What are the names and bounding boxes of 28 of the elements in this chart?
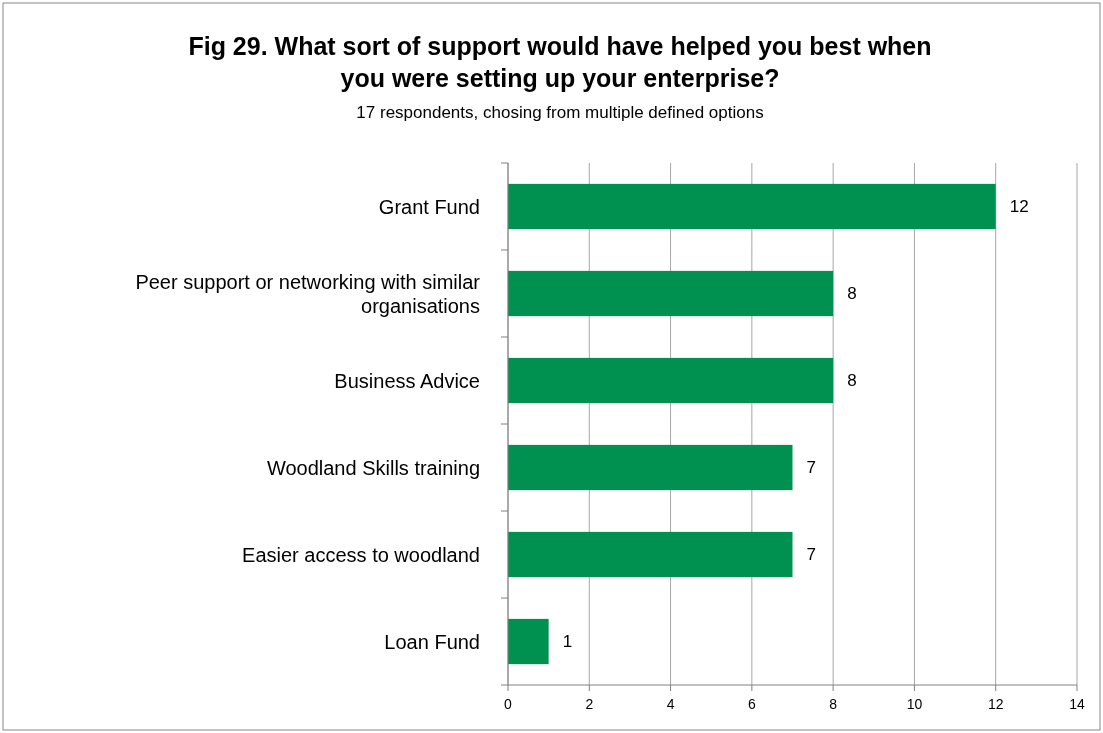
data-label: 8: [847, 371, 857, 391]
x-tick-label: 2: [585, 696, 594, 712]
data-label: 7: [806, 545, 816, 565]
data-label: 12: [1009, 197, 1029, 217]
bar: [508, 183, 996, 230]
y-tick-label: Business Advice: [334, 369, 480, 392]
bar: [508, 270, 834, 317]
x-tick-label: 12: [987, 696, 1004, 712]
y-tick-label: Easier access to woodland: [242, 543, 480, 566]
x-tick-label: 6: [747, 696, 756, 712]
x-tick-label: 4: [666, 696, 675, 712]
bar: [508, 357, 834, 404]
x-tick-label: 0: [504, 696, 513, 712]
x-tick-label: 8: [829, 696, 838, 712]
data-label: 1: [562, 632, 573, 652]
data-label: 7: [806, 458, 816, 478]
x-tick-label: 10: [906, 696, 923, 712]
bar: [508, 444, 793, 491]
y-tick-label: Peer support or networking with similar organisations: [135, 270, 481, 317]
chart-subtitle: 17 respondents, chosing from multiple defined options: [356, 103, 764, 122]
x-tick-label: 14: [1069, 696, 1085, 712]
chart-title: Fig 29. What sort of support would have helped you best when you were setting up your enterprise?: [188, 32, 932, 92]
y-tick-label: Woodland Skills training: [266, 456, 480, 479]
y-tick-label: Grant Fund: [378, 195, 480, 218]
bar: [508, 531, 793, 578]
y-tick-label: Loan Fund: [384, 630, 480, 653]
bar: [508, 618, 549, 665]
data-label: 8: [847, 284, 857, 304]
